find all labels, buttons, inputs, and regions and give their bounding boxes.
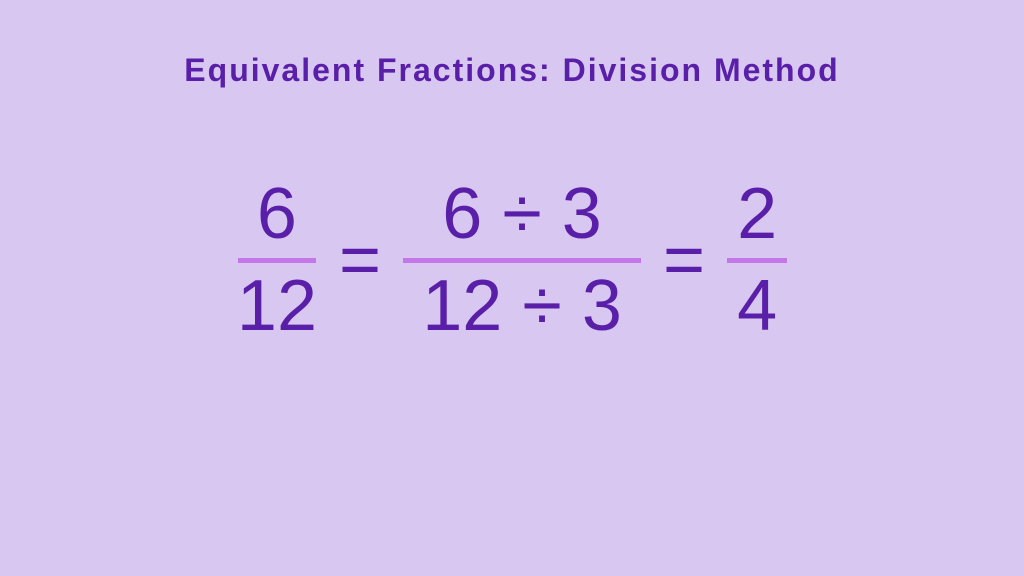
fraction-3-bar	[727, 258, 787, 263]
fraction-1-bar	[238, 258, 316, 263]
fraction-1: 6 12	[237, 173, 317, 348]
fraction-1-denominator: 12	[237, 265, 317, 348]
fraction-2-numerator: 6 ÷ 3	[442, 173, 602, 256]
fraction-3: 2 4	[727, 173, 787, 348]
fraction-3-numerator: 2	[737, 173, 777, 256]
page-title: Equivalent Fractions: Division Method	[0, 0, 1024, 89]
fraction-2-bar	[403, 258, 641, 263]
fraction-1-numerator: 6	[257, 173, 297, 256]
fraction-2-denominator: 12 ÷ 3	[422, 265, 622, 348]
equals-1: =	[339, 219, 381, 301]
equals-2: =	[663, 219, 705, 301]
fraction-2: 6 ÷ 3 12 ÷ 3	[403, 173, 641, 348]
fraction-3-denominator: 4	[737, 265, 777, 348]
equation-row: 6 12 = 6 ÷ 3 12 ÷ 3 = 2 4	[0, 173, 1024, 348]
